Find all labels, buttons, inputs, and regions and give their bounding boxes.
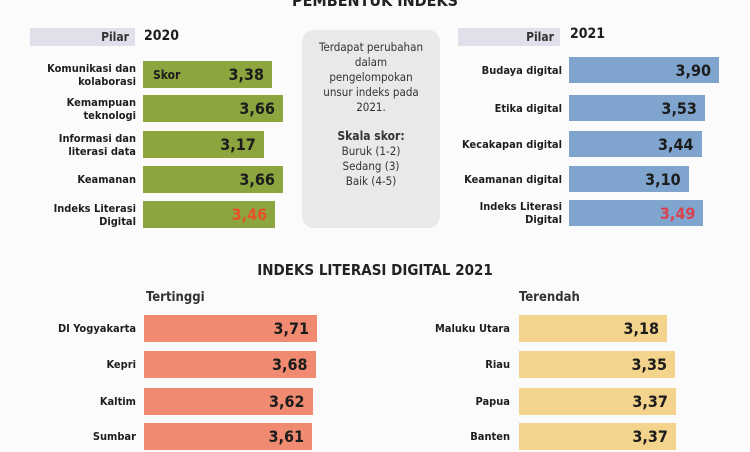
bar-category-label: Kemampuan teknologi <box>66 95 136 122</box>
bar: 3,66 <box>143 166 283 193</box>
bar-value-label: 3,49 <box>659 203 696 223</box>
bar: 3,10 <box>569 166 689 192</box>
bar-category-label: Komunikasi dan kolaborasi <box>47 61 136 88</box>
bar-category-label: Keamanan digital <box>464 172 562 186</box>
bar: 3,49 <box>569 200 704 226</box>
bar-value-label: 3,46 <box>231 205 268 224</box>
bar-value-label: 3,61 <box>268 427 304 446</box>
bar-category-label: Etika digital <box>494 101 562 115</box>
bar: 3,61 <box>144 423 312 450</box>
bar-category-label: DI Yogyakarta <box>57 322 136 335</box>
bar-category-label: Indeks Literasi Digital <box>53 201 136 228</box>
scale-item: Buruk (1-2) <box>341 144 401 158</box>
bottom-title: INDEKS LITERASI DIGITAL 2021 <box>257 261 493 279</box>
bar-value-label: 3,71 <box>273 319 309 338</box>
bar: 3,17 <box>143 131 264 158</box>
bar: 3,35 <box>519 351 675 378</box>
bar: 3,90 <box>569 57 719 83</box>
bar-value-label: 3,37 <box>632 427 668 446</box>
scale-item: Sedang (3) <box>342 159 400 173</box>
bar: 3,71 <box>144 315 317 342</box>
bar: 3,53 <box>569 95 705 121</box>
year-2020: 2020 <box>144 28 180 44</box>
terendah-title: Terendah <box>519 290 580 305</box>
bar-category-label: Riau <box>485 358 510 371</box>
bar-value-label: 3,53 <box>661 98 697 118</box>
year-2021: 2021 <box>570 26 606 42</box>
bar: 3,44 <box>569 131 702 157</box>
bar-value-label: 3,66 <box>239 99 275 118</box>
bar-category-label: Kepri <box>106 358 136 371</box>
bar-value-label: 3,68 <box>271 355 308 374</box>
note-box: Terdapat perubahan dalam pengelompokan u… <box>302 30 440 228</box>
bar-category-label: Informasi dan literasi data <box>58 131 136 158</box>
bar-value-label: 3,35 <box>631 355 667 374</box>
bar-value-label: 3,18 <box>623 319 659 338</box>
bar-value-label: 3,90 <box>675 60 711 80</box>
bar: Skor 3,38 <box>143 61 272 88</box>
pilar-header-2021: Pilar <box>458 28 560 46</box>
bar-category-label: Indeks Literasi Digital <box>479 200 562 226</box>
note-text: Terdapat perubahan dalam pengelompokan u… <box>318 40 424 114</box>
bar-category-label: Kecakapan digital <box>462 137 562 151</box>
bar-value-label: 3,37 <box>632 392 668 411</box>
bar-category-label: Kaltim <box>99 395 136 408</box>
pilar-header-2020: Pilar <box>30 28 135 46</box>
bar-value-label: 3,44 <box>658 134 694 154</box>
bar-category-label: Budaya digital <box>481 63 562 77</box>
bar: 3,46 <box>143 201 276 228</box>
bar-value-label: 3,66 <box>239 170 275 189</box>
scale-item: Baik (4-5) <box>345 174 397 188</box>
bar-value-label: 3,38 <box>228 65 264 84</box>
bar-category-label: Maluku Utara <box>434 322 510 335</box>
scale-title: Skala skor: <box>337 129 405 143</box>
bar: 3,37 <box>519 423 676 450</box>
bar-value-label: 3,10 <box>645 169 681 189</box>
bar-category-label: Sumbar <box>92 430 136 443</box>
value-label-header: Skor <box>153 67 181 82</box>
bar-category-label: Banten <box>470 430 510 443</box>
bar: 3,18 <box>519 315 667 342</box>
bar: 3,68 <box>144 351 316 378</box>
bar-category-label: Papua <box>475 395 510 408</box>
bar: 3,37 <box>519 388 676 415</box>
bar-category-label: Keamanan <box>77 173 136 186</box>
bar-value-label: 3,17 <box>220 135 256 154</box>
bar-value-label: 3,62 <box>268 392 305 411</box>
tertinggi-title: Tertinggi <box>146 290 205 305</box>
bar: 3,66 <box>143 95 283 122</box>
header-title: PEMBENTUK INDEKS <box>292 0 458 10</box>
bar: 3,62 <box>144 388 313 415</box>
